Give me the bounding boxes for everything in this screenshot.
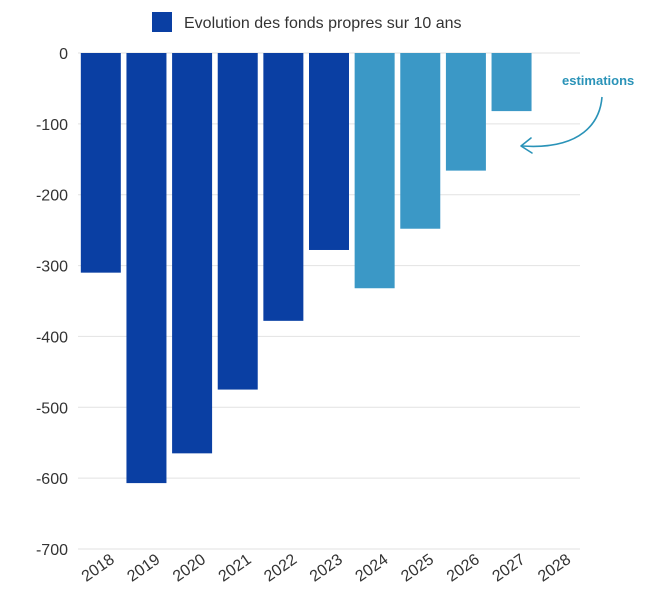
bar-2021 [217,53,258,390]
y-tick-label: -500 [36,400,68,417]
y-tick-label: -300 [36,259,68,276]
y-tick-label: 0 [59,46,68,63]
x-tick-label: 2027 [490,551,529,585]
bar-2018 [80,53,121,273]
annotation-label: estimations [562,73,634,88]
bar-2025 [400,53,441,229]
annotation-arrowhead [520,137,533,154]
bar-2024 [354,53,395,289]
x-axis-ticks: 2018 2019 2020 2021 2022 2023 2024 2025 2026 2027… [79,551,574,585]
bar-2022 [263,53,304,321]
bar-2019 [126,53,167,484]
x-tick-label: 2028 [535,551,574,585]
bar-2020 [172,53,213,454]
estimations-annotation: estimations [520,73,634,154]
y-tick-label: -700 [36,542,68,559]
legend: Evolution des fonds propres sur 10 ans [152,12,462,32]
y-tick-label: -400 [36,329,68,346]
x-tick-label: 2020 [170,551,209,585]
y-tick-label: -200 [36,188,68,205]
x-tick-label: 2023 [307,551,346,585]
x-tick-label: 2025 [398,551,437,585]
y-tick-label: -600 [36,471,68,488]
y-tick-label: -100 [36,117,68,134]
bar-2026 [445,53,486,171]
x-tick-label: 2026 [444,551,483,585]
y-axis-ticks: 0 -100 -200 -300 -400 -500 -600 -700 [36,46,68,559]
x-tick-label: 2019 [124,551,163,585]
x-tick-label: 2022 [261,551,300,585]
bars [80,53,532,484]
x-tick-label: 2021 [216,551,255,585]
annotation-arrow [521,96,603,148]
bar-2027 [491,53,532,112]
legend-label: Evolution des fonds propres sur 10 ans [184,15,462,32]
bar-2023 [309,53,349,250]
legend-swatch [152,12,172,32]
x-tick-label: 2024 [353,551,392,585]
x-tick-label: 2018 [79,551,118,585]
